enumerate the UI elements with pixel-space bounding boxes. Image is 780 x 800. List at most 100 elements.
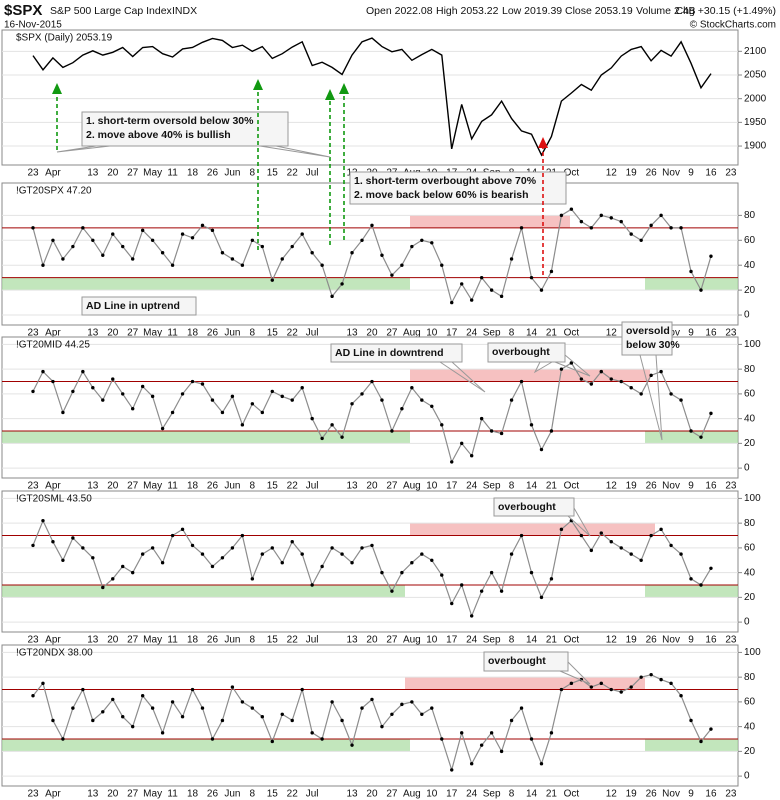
x-tick-label: 13 — [87, 328, 99, 339]
y-tick-label: 40 — [744, 260, 756, 271]
data-point — [61, 737, 65, 741]
y-tick-label: 100 — [744, 647, 761, 658]
x-tick-label: 23 — [27, 328, 39, 339]
y-tick-label: 40 — [744, 721, 756, 732]
data-point — [61, 410, 65, 415]
x-tick-label: 13 — [346, 481, 358, 492]
x-tick-label: 26 — [207, 328, 219, 339]
data-point — [659, 677, 663, 682]
data-point — [300, 552, 304, 556]
arrow-head — [339, 83, 349, 94]
data-point — [619, 546, 623, 550]
data-point — [649, 672, 653, 677]
data-point — [170, 263, 175, 267]
x-tick-label: 12 — [606, 168, 618, 179]
data-point — [639, 558, 643, 562]
data-point — [639, 238, 643, 242]
x-tick-label: Oct — [564, 635, 580, 646]
x-tick-label: 19 — [626, 168, 638, 179]
high: High 2053.22 — [436, 5, 499, 17]
data-point — [569, 681, 574, 686]
data-point — [131, 570, 135, 575]
data-point — [61, 257, 65, 261]
x-tick-label: 23 — [725, 635, 737, 646]
data-point — [370, 379, 374, 384]
data-point — [509, 552, 514, 556]
data-point — [469, 298, 474, 302]
x-tick-label: 9 — [688, 168, 694, 179]
data-point — [609, 540, 613, 544]
data-point — [310, 731, 314, 735]
y-tick-label: 80 — [744, 210, 756, 221]
y-tick-label: 40 — [744, 567, 756, 578]
x-tick-label: 20 — [107, 328, 119, 339]
band — [2, 739, 410, 752]
data-point — [180, 527, 185, 532]
panel-title: !GT20NDX 38.00 — [16, 648, 93, 659]
x-tick-label: 14 — [526, 635, 538, 646]
arrow-head — [538, 137, 548, 148]
y-tick-label: 20 — [744, 285, 756, 296]
data-point — [290, 398, 294, 402]
x-tick-label: 13 — [87, 481, 99, 492]
x-tick-label: 13 — [87, 168, 99, 179]
data-point — [71, 706, 75, 710]
x-tick-label: Jul — [306, 789, 319, 800]
data-point — [240, 533, 245, 538]
data-point — [220, 718, 225, 723]
y-tick-label: 60 — [744, 235, 756, 246]
x-tick-label: 26 — [207, 481, 219, 492]
x-tick-label: 11 — [167, 168, 178, 179]
data-point — [589, 548, 594, 553]
callout-tail — [533, 361, 553, 374]
data-point — [121, 392, 125, 396]
y-tick-label: 1950 — [744, 117, 767, 128]
data-point — [420, 238, 424, 242]
x-tick-label: 23 — [725, 328, 737, 339]
x-tick-label: 13 — [346, 789, 358, 800]
data-point — [31, 694, 35, 698]
data-point — [131, 724, 135, 729]
data-point — [340, 718, 344, 723]
data-point — [71, 389, 75, 394]
data-point — [549, 269, 554, 274]
x-tick-label: 22 — [287, 328, 299, 339]
y-tick-label: 40 — [744, 413, 756, 424]
data-point — [140, 694, 145, 698]
data-point — [479, 589, 484, 593]
callout-box — [81, 296, 197, 316]
data-point — [250, 238, 255, 242]
data-point — [210, 398, 215, 402]
callout-text: overbought — [488, 655, 546, 667]
data-point — [440, 737, 444, 741]
x-tick-label: 17 — [446, 789, 458, 800]
data-point — [559, 527, 564, 532]
x-tick-label: 15 — [267, 168, 279, 179]
x-tick-label: Jul — [306, 168, 319, 179]
data-point — [150, 394, 155, 399]
arrow-head — [52, 83, 62, 94]
x-tick-label: 22 — [287, 635, 299, 646]
data-point — [61, 558, 65, 562]
data-point — [410, 700, 414, 704]
data-point — [320, 436, 324, 441]
low: Low 2019.39 — [502, 5, 562, 17]
data-point — [350, 402, 354, 406]
data-point — [469, 454, 474, 458]
x-tick-label: 21 — [546, 481, 558, 492]
x-tick-label: 23 — [725, 168, 737, 179]
data-point — [659, 369, 663, 374]
data-point — [380, 724, 384, 729]
data-point — [280, 394, 284, 399]
y-tick-label: 100 — [744, 339, 761, 350]
data-point — [410, 561, 414, 565]
x-tick-label: 27 — [127, 328, 139, 339]
band — [645, 277, 738, 291]
x-tick-label: 26 — [207, 168, 219, 179]
band — [410, 523, 655, 536]
data-point — [420, 552, 424, 556]
x-tick-label: 12 — [606, 789, 618, 800]
y-tick-label: 80 — [744, 518, 756, 529]
data-point — [629, 232, 633, 236]
